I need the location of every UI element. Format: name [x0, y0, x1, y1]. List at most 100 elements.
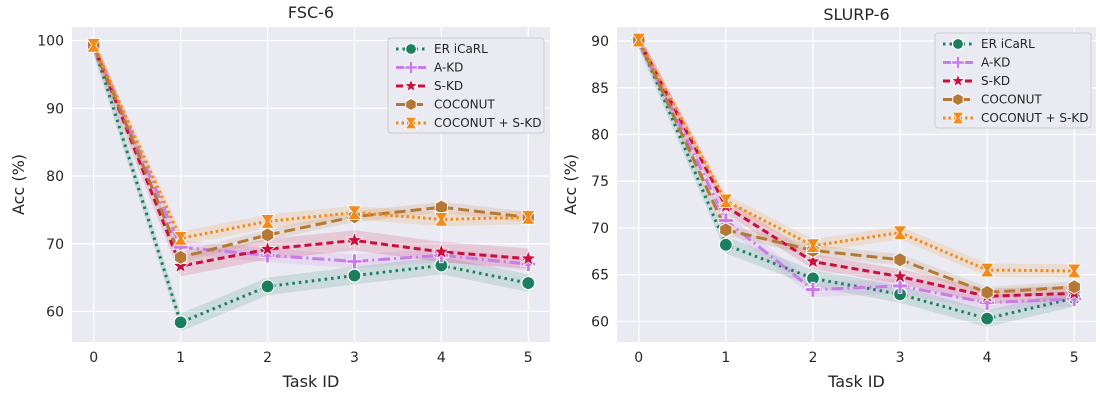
point-a-kd [892, 278, 908, 294]
legend-marker-a-kd [951, 55, 965, 70]
x-tick-label: 3 [896, 350, 905, 366]
y-tick-label: 65 [591, 268, 609, 284]
series-line-a-kd [637, 39, 1075, 305]
y-tick-label: 75 [591, 174, 609, 190]
y-tick-label: 85 [591, 81, 609, 97]
legend-label-er-icarl: ER iCaRL [434, 42, 488, 56]
legend-label-s-kd: S-KD [981, 74, 1010, 88]
band-er-icarl [638, 31, 1075, 327]
legend-marker-er-icarl [951, 37, 965, 51]
legend-marker-coconut-s-kd [951, 111, 965, 125]
point-coconut-s-kd [173, 231, 189, 246]
series-line-coconut-s-kd [637, 39, 1075, 273]
x-tick-label: 2 [808, 350, 817, 366]
chart-slurp6: 60 65 70 75 80 85 90 0 1 2 3 4 5 Task ID Acc (%) SLURP-… [561, 5, 1096, 391]
point-s-kd [345, 231, 364, 248]
y-tick-label: 60 [46, 305, 64, 321]
y-tick-label: 70 [46, 237, 64, 253]
point-er-icarl [173, 315, 188, 330]
point-er-icarl [521, 275, 536, 291]
x-tick-label: 2 [263, 350, 272, 366]
legend-label-coconut: COCONUT [434, 98, 495, 112]
x-tick-label: 0 [634, 350, 643, 366]
band-coconut [93, 39, 529, 263]
point-coconut [1067, 279, 1081, 295]
point-coconut-s-kd [86, 38, 102, 53]
x-tick-label: 3 [350, 350, 359, 366]
series-line-er-icarl [92, 44, 529, 324]
legend-marker-er-icarl [404, 42, 418, 56]
legend-label-coconut-s-kd: COCONUT + S-KD [981, 111, 1088, 125]
x-tick-label: 4 [983, 350, 992, 366]
x-tick-label: 0 [89, 350, 98, 366]
point-s-kd [258, 239, 277, 257]
point-coconut [719, 222, 733, 238]
y-axis-label: Acc (%) [9, 154, 28, 215]
series-line-a-kd [92, 44, 529, 266]
band-coconut-s-kd [93, 38, 529, 246]
x-axis-label: Task ID [282, 372, 340, 391]
y-tick-label: 80 [591, 127, 609, 143]
point-coconut-s-kd [433, 212, 449, 227]
legend-label-a-kd: A-KD [434, 61, 463, 75]
y-tick-label: 100 [37, 34, 64, 50]
legend-label-s-kd: S-KD [434, 79, 463, 93]
point-er-icarl [718, 237, 733, 252]
point-s-kd [891, 267, 909, 285]
y-tick-label: 90 [591, 34, 609, 50]
legend-marker-a-kd [404, 60, 418, 75]
point-s-kd [432, 242, 451, 260]
chart-title: SLURP-6 [823, 5, 889, 24]
point-coconut-s-kd [259, 214, 276, 229]
legend-marker-s-kd [950, 72, 966, 88]
x-tick-label: 5 [524, 350, 533, 366]
point-s-kd [519, 249, 538, 267]
chart-fsc6: 60 70 80 90 100 0 1 2 3 4 5 Task ID Acc (%) FSC-6 ER i… [9, 3, 550, 391]
point-coconut-s-kd [631, 32, 647, 48]
legend-label-a-kd: A-KD [981, 56, 1010, 70]
series-line-coconut-s-kd [92, 44, 529, 240]
point-coconut [980, 284, 994, 301]
legend: ER iCaRL A-KD S-KD COCONUT COCONUT + S-KD [387, 37, 545, 134]
point-coconut [173, 249, 188, 266]
band-a-kd [638, 32, 1075, 311]
legend-label-coconut: COCONUT [981, 93, 1042, 107]
chart-title: FSC-6 [288, 3, 334, 22]
point-coconut-s-kd [520, 210, 536, 225]
point-coconut-s-kd [718, 193, 734, 209]
point-coconut-s-kd [979, 262, 995, 278]
y-tick-label: 90 [46, 101, 64, 117]
legend-marker-s-kd [403, 77, 419, 93]
point-er-icarl [260, 279, 275, 294]
x-axis-label: Task ID [827, 372, 885, 391]
x-tick-label: 1 [721, 350, 730, 366]
band-coconut [638, 34, 1075, 299]
y-tick-label: 80 [46, 169, 64, 185]
legend-frame [934, 32, 1092, 129]
point-a-kd [346, 253, 363, 270]
legend-label-er-icarl: ER iCaRL [981, 37, 1035, 51]
point-coconut-s-kd [346, 205, 363, 220]
point-s-kd [804, 252, 822, 270]
band-coconut-s-kd [638, 33, 1075, 278]
point-s-kd [171, 256, 190, 274]
series-line-s-kd [637, 39, 1075, 298]
point-coconut-s-kd [1066, 263, 1082, 279]
band-s-kd [93, 35, 529, 277]
point-coconut-s-kd [805, 238, 821, 253]
point-er-icarl [347, 268, 362, 283]
legend-frame [387, 37, 545, 134]
y-tick-label: 60 [591, 314, 609, 330]
legend-marker-coconut-s-kd [404, 116, 418, 130]
series-line-s-kd [92, 44, 529, 268]
series-line-coconut [637, 39, 1075, 294]
point-coconut [893, 252, 907, 268]
y-axis-label: Acc (%) [561, 154, 580, 215]
x-tick-label: 1 [176, 350, 185, 366]
x-tick-label: 5 [1070, 350, 1079, 366]
legend-marker-coconut [952, 92, 964, 107]
x-tick-label: 4 [437, 350, 446, 366]
legend-label-coconut-s-kd: COCONUT + S-KD [434, 116, 541, 130]
point-a-kd [805, 281, 821, 298]
